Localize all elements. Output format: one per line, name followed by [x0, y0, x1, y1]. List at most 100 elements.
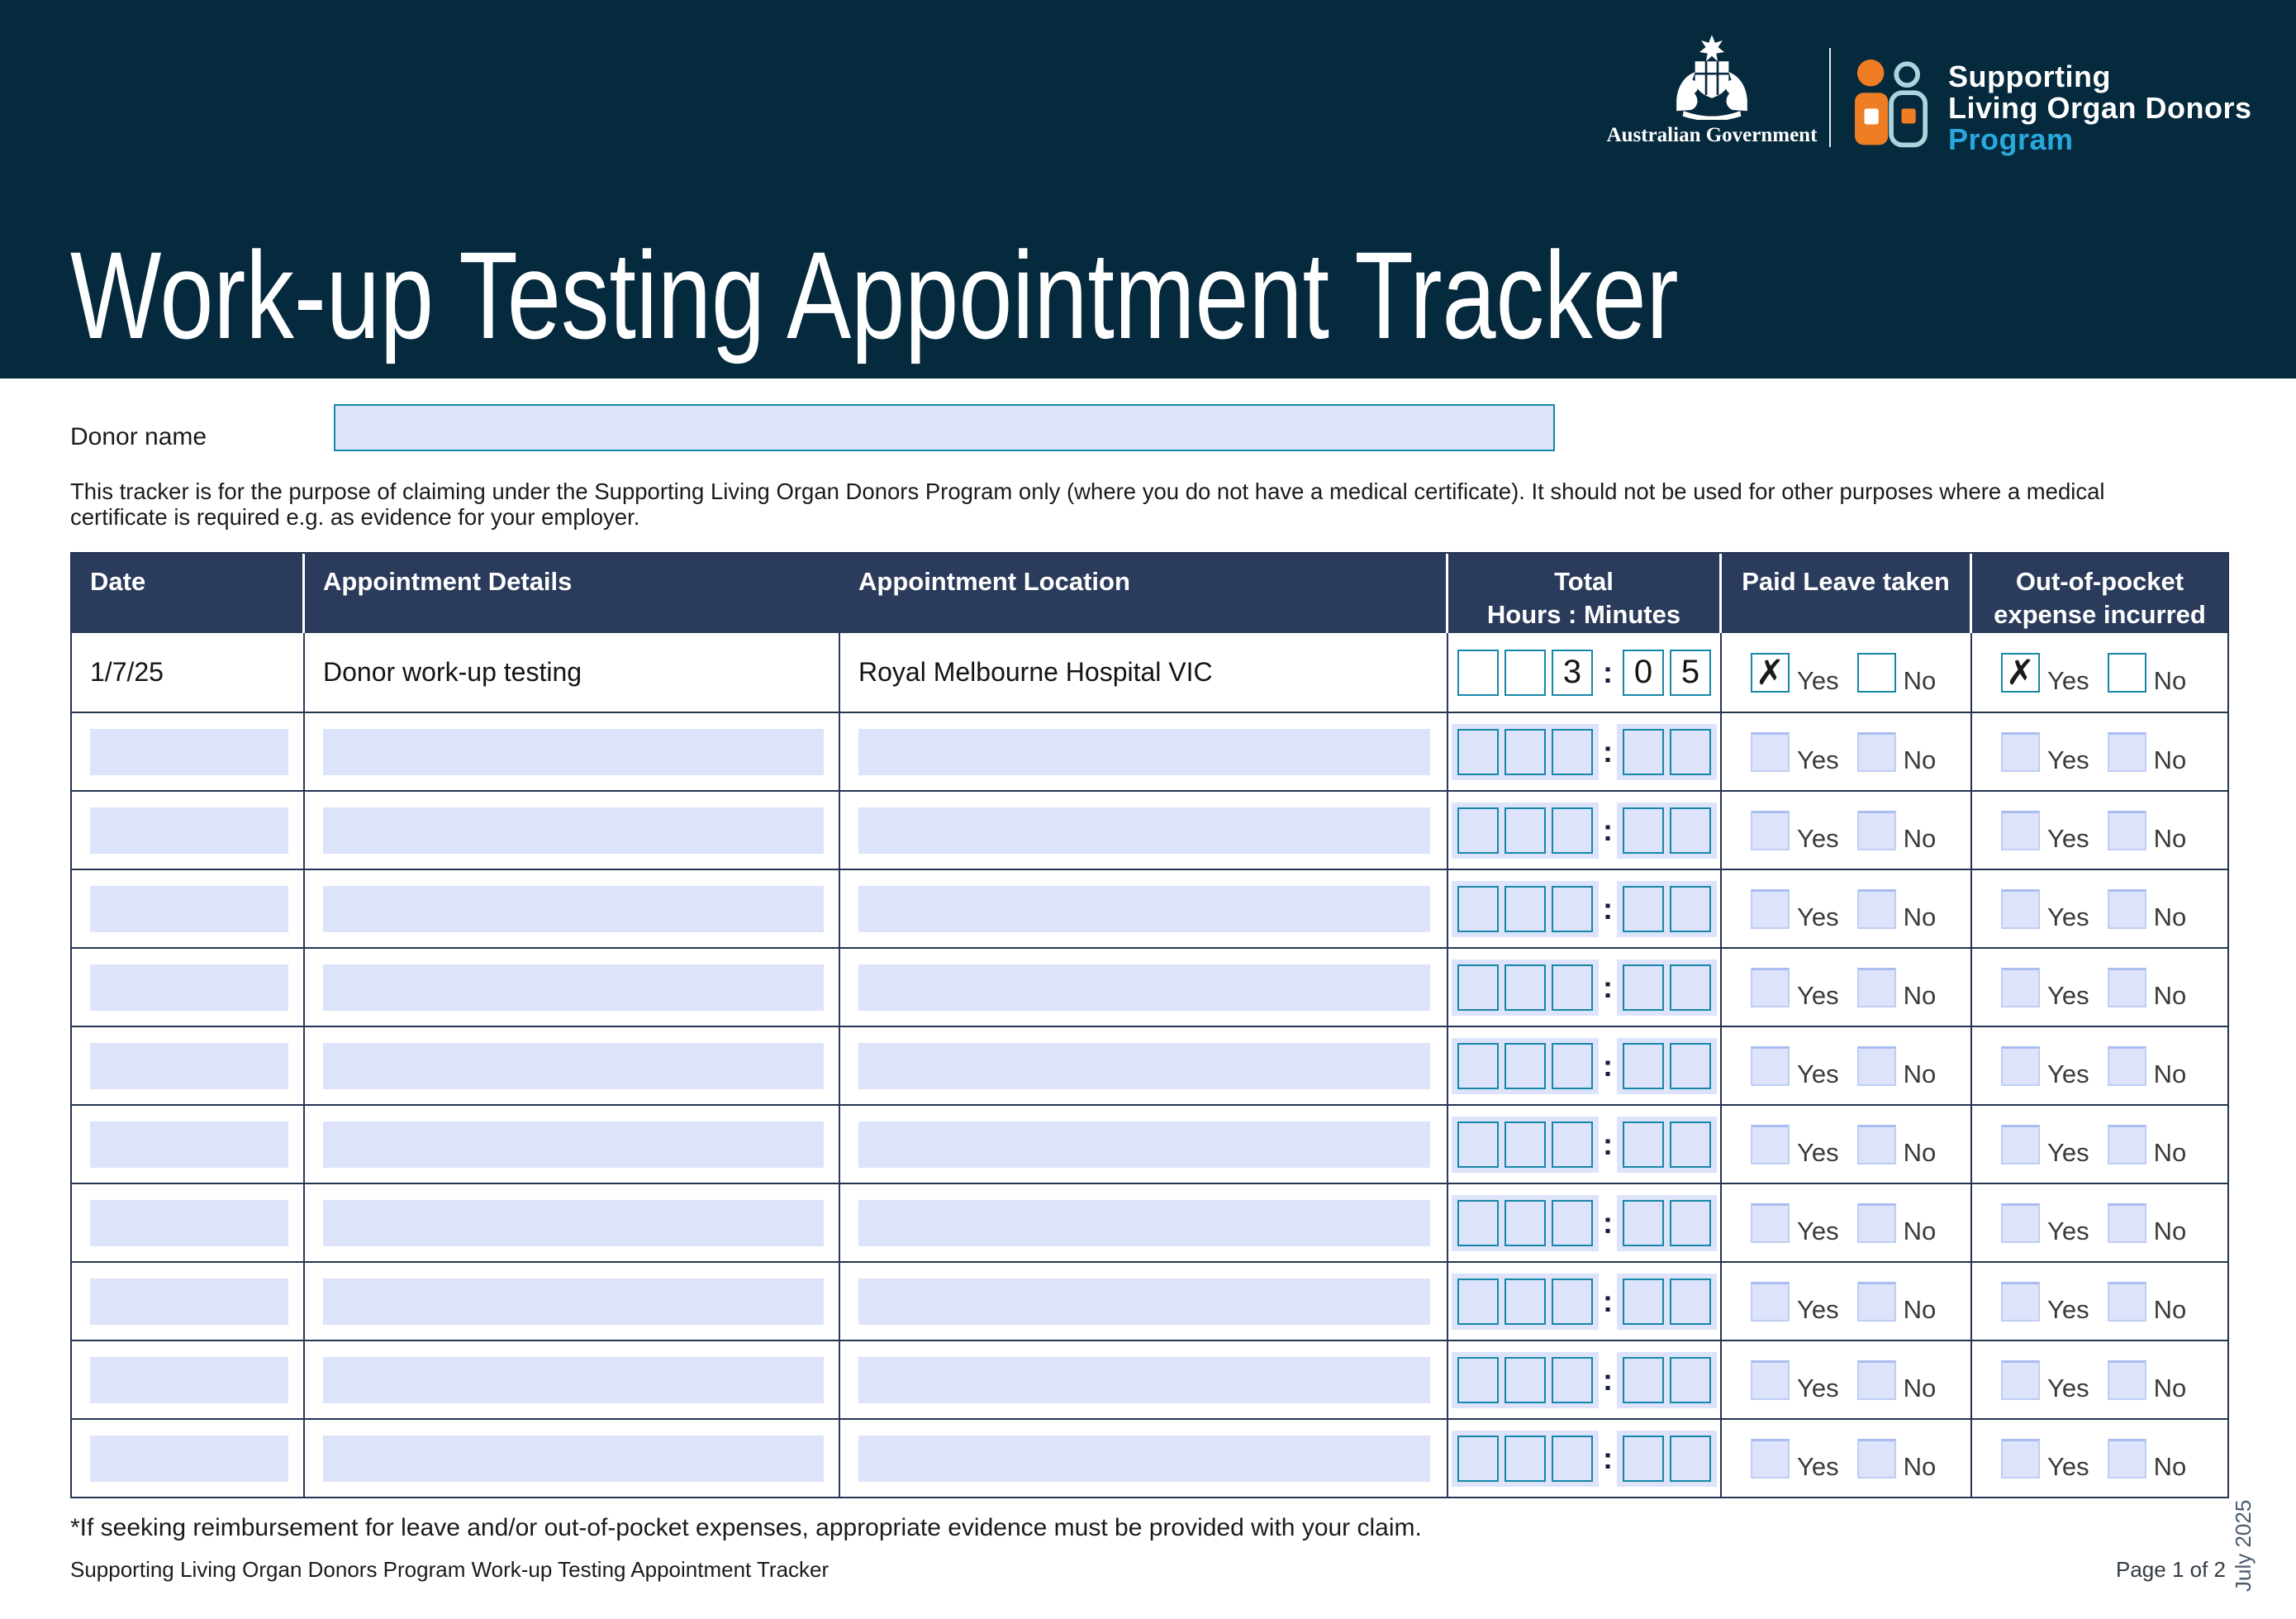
appointment-details-input[interactable]	[323, 1278, 824, 1325]
hour-digit-box[interactable]	[1505, 728, 1546, 775]
appointment-location-input[interactable]	[858, 728, 1430, 775]
hour-digit-box[interactable]	[1552, 1435, 1593, 1482]
hour-digit-box[interactable]	[1505, 1278, 1546, 1325]
paid-leave-no-checkbox[interactable]	[1856, 810, 1896, 850]
paid-leave-no-checkbox[interactable]	[1856, 1438, 1896, 1479]
expense-yes-checkbox[interactable]	[2001, 1124, 2040, 1164]
minute-digit-box[interactable]: 0	[1623, 649, 1664, 696]
hour-digit-box[interactable]	[1505, 1356, 1546, 1403]
hour-digit-box[interactable]	[1505, 807, 1546, 854]
expense-yes-checkbox[interactable]	[2001, 731, 2040, 772]
hour-digit-box[interactable]	[1505, 1121, 1546, 1168]
hour-digit-box[interactable]	[1505, 649, 1546, 696]
hour-digit-box[interactable]	[1457, 728, 1499, 775]
hour-digit-box[interactable]	[1457, 1042, 1499, 1089]
hour-digit-box[interactable]	[1457, 807, 1499, 854]
hour-digit-box[interactable]	[1457, 1278, 1499, 1325]
expense-yes-checkbox[interactable]	[2001, 1359, 2040, 1400]
paid-leave-yes-checkbox[interactable]	[1751, 1124, 1790, 1164]
expense-yes-checkbox[interactable]	[2001, 1202, 2040, 1243]
paid-leave-yes-checkbox[interactable]	[1751, 1202, 1790, 1243]
minute-digit-box[interactable]	[1623, 1121, 1664, 1168]
expense-no-checkbox[interactable]	[2107, 888, 2146, 929]
expense-yes-checkbox[interactable]: ✗	[2001, 652, 2040, 693]
expense-no-checkbox[interactable]	[2107, 731, 2146, 772]
expense-no-checkbox[interactable]	[2107, 1045, 2146, 1086]
minute-digit-box[interactable]	[1670, 885, 1711, 932]
paid-leave-no-checkbox[interactable]	[1856, 1202, 1896, 1243]
expense-no-checkbox[interactable]	[2107, 810, 2146, 850]
hour-digit-box[interactable]	[1505, 1042, 1546, 1089]
expense-no-checkbox[interactable]	[2107, 967, 2146, 1007]
minute-digit-box[interactable]	[1623, 964, 1664, 1011]
minute-digit-box[interactable]	[1670, 1199, 1711, 1246]
appointment-location-input[interactable]	[858, 1435, 1430, 1482]
appointment-details-input[interactable]	[323, 885, 824, 932]
expense-yes-checkbox[interactable]	[2001, 967, 2040, 1007]
expense-yes-checkbox[interactable]	[2001, 1281, 2040, 1321]
appointment-location-input[interactable]	[858, 807, 1430, 854]
hour-digit-box[interactable]	[1457, 1435, 1499, 1482]
hour-digit-box[interactable]	[1457, 649, 1499, 696]
hour-digit-box[interactable]	[1552, 885, 1593, 932]
appointment-details-input[interactable]	[323, 1042, 824, 1089]
paid-leave-no-checkbox[interactable]	[1856, 1045, 1896, 1086]
paid-leave-no-checkbox[interactable]	[1856, 1281, 1896, 1321]
appointment-location-input[interactable]	[858, 1121, 1430, 1168]
minute-digit-box[interactable]	[1670, 964, 1711, 1011]
date-input[interactable]	[90, 1278, 288, 1325]
appointment-details-input[interactable]	[323, 807, 824, 854]
minute-digit-box[interactable]	[1623, 1356, 1664, 1403]
hour-digit-box[interactable]	[1505, 1435, 1546, 1482]
paid-leave-no-checkbox[interactable]	[1856, 1359, 1896, 1400]
appointment-details-input[interactable]	[323, 1121, 824, 1168]
paid-leave-yes-checkbox[interactable]	[1751, 810, 1790, 850]
hour-digit-box[interactable]	[1552, 1356, 1593, 1403]
expense-yes-checkbox[interactable]	[2001, 1045, 2040, 1086]
minute-digit-box[interactable]	[1623, 728, 1664, 775]
paid-leave-yes-checkbox[interactable]	[1751, 1281, 1790, 1321]
expense-yes-checkbox[interactable]	[2001, 888, 2040, 929]
minute-digit-box[interactable]: 5	[1670, 649, 1711, 696]
hour-digit-box[interactable]	[1552, 1278, 1593, 1325]
paid-leave-yes-checkbox[interactable]	[1751, 731, 1790, 772]
minute-digit-box[interactable]	[1670, 807, 1711, 854]
paid-leave-no-checkbox[interactable]	[1856, 652, 1896, 693]
paid-leave-yes-checkbox[interactable]: ✗	[1751, 652, 1790, 693]
appointment-details-input[interactable]	[323, 1356, 824, 1403]
minute-digit-box[interactable]	[1670, 1356, 1711, 1403]
paid-leave-no-checkbox[interactable]	[1856, 1124, 1896, 1164]
hour-digit-box[interactable]	[1505, 1199, 1546, 1246]
appointment-location-input[interactable]	[858, 1278, 1430, 1325]
paid-leave-no-checkbox[interactable]	[1856, 731, 1896, 772]
expense-no-checkbox[interactable]	[2107, 1124, 2146, 1164]
date-input[interactable]	[90, 964, 288, 1011]
hour-digit-box[interactable]	[1552, 1042, 1593, 1089]
hour-digit-box[interactable]	[1505, 885, 1546, 932]
paid-leave-yes-checkbox[interactable]	[1751, 1359, 1790, 1400]
hour-digit-box[interactable]	[1457, 964, 1499, 1011]
paid-leave-no-checkbox[interactable]	[1856, 967, 1896, 1007]
appointment-details-input[interactable]	[323, 1199, 824, 1246]
date-input[interactable]	[90, 1042, 288, 1089]
date-input[interactable]	[90, 1356, 288, 1403]
paid-leave-yes-checkbox[interactable]	[1751, 1045, 1790, 1086]
minute-digit-box[interactable]	[1670, 1435, 1711, 1482]
appointment-details-input[interactable]	[323, 964, 824, 1011]
minute-digit-box[interactable]	[1670, 1121, 1711, 1168]
appointment-details-input[interactable]	[323, 728, 824, 775]
paid-leave-no-checkbox[interactable]	[1856, 888, 1896, 929]
date-input[interactable]	[90, 1121, 288, 1168]
hour-digit-box[interactable]	[1552, 807, 1593, 854]
date-input[interactable]	[90, 728, 288, 775]
expense-yes-checkbox[interactable]	[2001, 1438, 2040, 1479]
date-input[interactable]	[90, 1435, 288, 1482]
appointment-location-input[interactable]	[858, 885, 1430, 932]
hour-digit-box[interactable]	[1457, 885, 1499, 932]
paid-leave-yes-checkbox[interactable]	[1751, 888, 1790, 929]
minute-digit-box[interactable]	[1623, 885, 1664, 932]
hour-digit-box[interactable]	[1457, 1121, 1499, 1168]
hour-digit-box[interactable]	[1505, 964, 1546, 1011]
date-input[interactable]	[90, 885, 288, 932]
expense-no-checkbox[interactable]	[2107, 652, 2146, 693]
